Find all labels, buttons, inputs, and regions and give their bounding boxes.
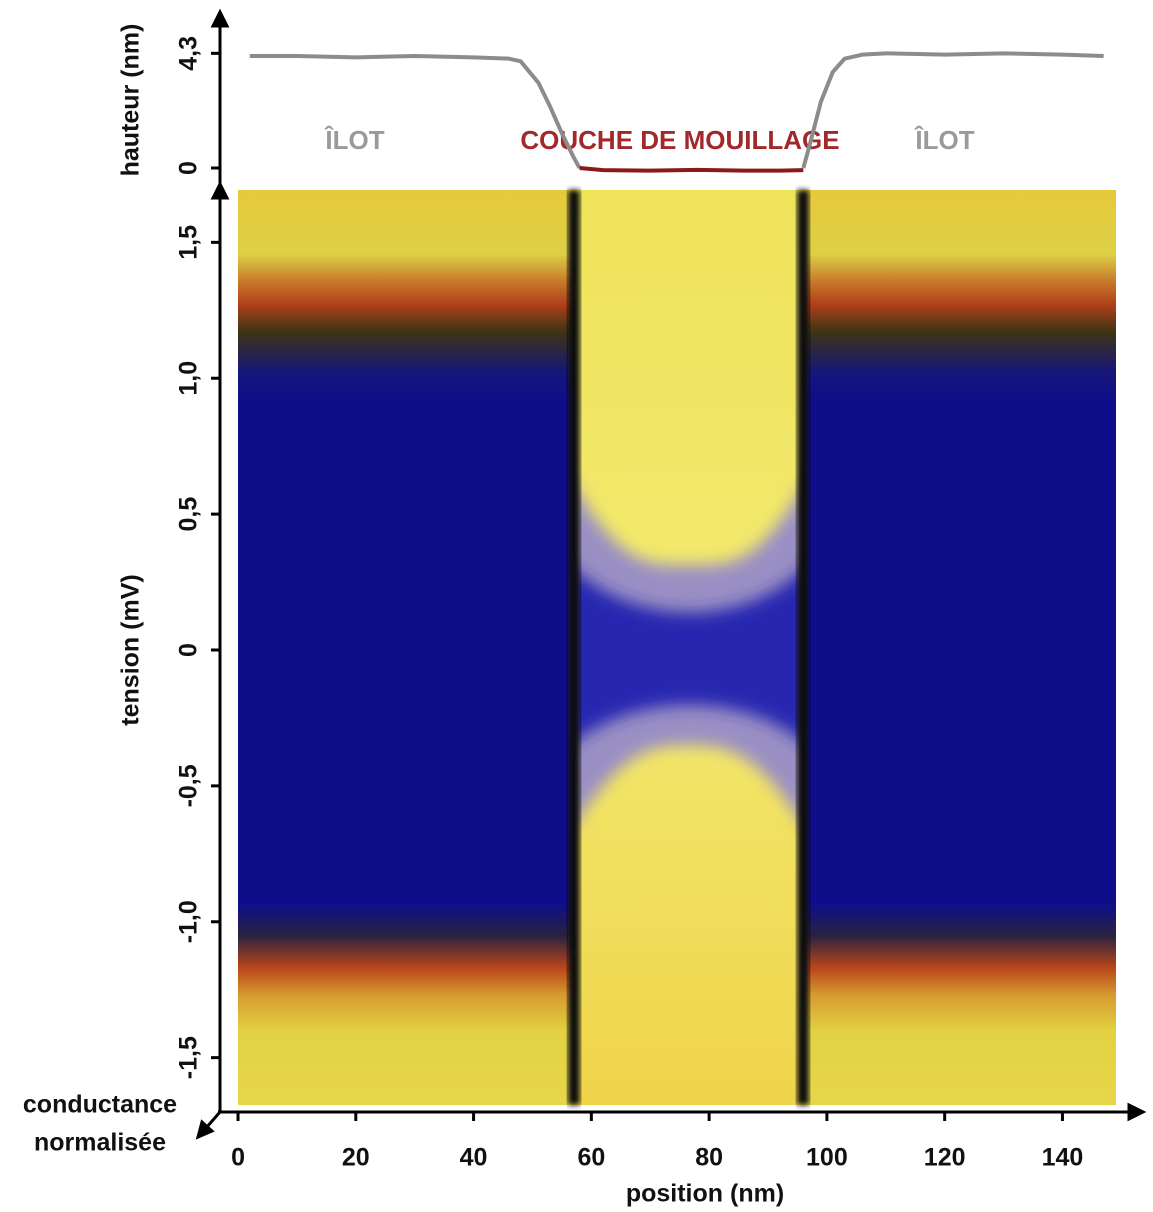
- y-tick-label: -0,5: [175, 764, 203, 807]
- y-tick-label: 0: [175, 161, 203, 175]
- edge: [568, 190, 580, 1105]
- y-tick-label: 0,5: [175, 497, 203, 532]
- y-axis-label: hauteur (nm): [117, 24, 145, 177]
- gap-core: [575, 569, 803, 743]
- y-axis-label: tension (mV): [117, 574, 145, 725]
- y-tick-label: -1,0: [175, 900, 203, 943]
- axes: [195, 8, 1147, 1140]
- x-tick-label: 80: [695, 1144, 723, 1172]
- profile-line: [249, 54, 582, 169]
- x-tick-label: 0: [231, 1144, 245, 1172]
- island-left: [238, 190, 576, 1105]
- conductance-map: [238, 190, 1116, 1105]
- annotation: ÎLOT: [323, 125, 384, 155]
- x-tick-label: 120: [924, 1144, 966, 1172]
- x-tick-label: 20: [342, 1144, 370, 1172]
- edge: [797, 190, 809, 1105]
- island-right: [803, 190, 1116, 1105]
- z-axis-label: conductance: [23, 1091, 177, 1119]
- z-axis-label: normalisée: [34, 1129, 166, 1157]
- x-tick-label: 140: [1042, 1144, 1084, 1172]
- y-tick-label: 1,5: [175, 225, 203, 260]
- x-tick-label: 60: [577, 1144, 605, 1172]
- x-axis-label: position (nm): [626, 1180, 784, 1208]
- profile-line: [801, 51, 1104, 169]
- y-tick-label: 4,3: [175, 36, 203, 71]
- y-tick-label: -1,5: [175, 1036, 203, 1079]
- x-tick-label: 40: [460, 1144, 488, 1172]
- y-tick-label: 1,0: [175, 361, 203, 396]
- annotation: ÎLOT: [913, 125, 974, 155]
- x-tick-label: 100: [806, 1144, 848, 1172]
- annotation: COUCHE DE MOUILLAGE: [520, 125, 839, 155]
- profile-line: [579, 166, 804, 173]
- y-tick-label: 0: [175, 643, 203, 657]
